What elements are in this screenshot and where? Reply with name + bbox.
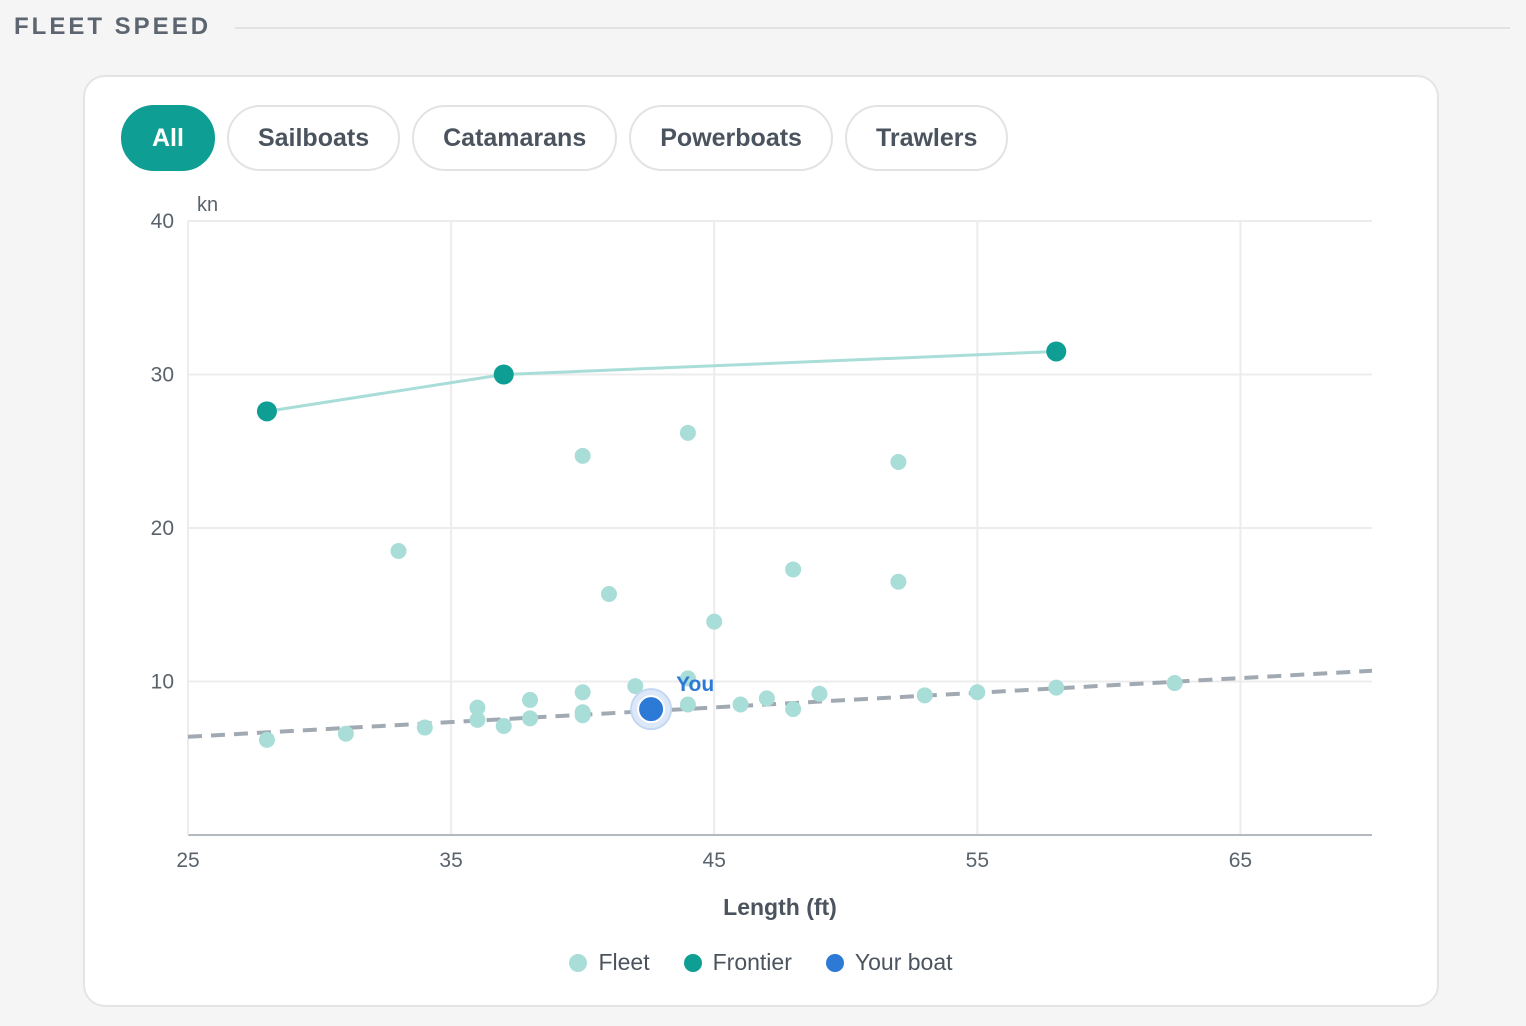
y-tick-label: 10 [151,671,174,694]
legend-item-frontier[interactable]: Frontier [683,949,792,976]
fleet-point [785,561,802,578]
x-axis-title: Length (ft) [723,894,837,920]
fleet-point [811,685,828,702]
legend-frontier-dot [683,953,702,972]
legend-frontier-label: Frontier [712,949,792,975]
legend-fleet-dot [569,953,588,972]
fleet-point [469,711,486,728]
fleet-point [522,710,539,727]
filter-trawlers[interactable]: Trawlers [844,105,1009,171]
frontier-point [1046,341,1067,362]
fleet-point [600,586,617,603]
fleet-point [679,424,696,441]
frontier-point [493,364,514,385]
legend-item-fleet[interactable]: Fleet [569,949,650,976]
frontier-point [256,401,277,422]
fleet-point [916,687,933,704]
fleet-point [627,678,644,695]
fleet-point [890,573,907,590]
fleet-point [969,684,986,701]
fleet-point [890,453,907,470]
x-tick-label: 65 [1229,849,1252,872]
fleet-point [337,725,354,742]
filter-catamarans[interactable]: Catamarans [412,105,618,171]
legend-your-boat-dot [825,953,844,972]
legend-your-boat-label: Your boat [854,949,953,975]
fleet-point [574,707,591,724]
your-boat-label: You [676,673,714,696]
filter-powerboats[interactable]: Powerboats [629,105,833,171]
fleet-point [785,701,802,718]
fleet-point [495,718,512,735]
fleet-point [758,690,775,707]
chart-legend: Fleet Frontier Your boat [85,949,1437,976]
fleet-point [679,696,696,713]
x-tick-label: 55 [966,849,989,872]
fleet-point [732,696,749,713]
fleet-point [522,691,539,708]
fleet-point [258,731,275,748]
fleet-point [390,543,407,560]
fleet-point [574,684,591,701]
x-tick-label: 45 [703,849,726,872]
section-divider [235,27,1510,29]
legend-item-your-boat[interactable]: Your boat [825,949,953,976]
fleet-point [679,670,696,687]
legend-fleet-label: Fleet [598,949,650,975]
fleet-point [469,699,486,716]
section-header: FLEET SPEED [14,10,1510,44]
fleet-point [1048,679,1065,696]
y-tick-label: 40 [151,210,174,233]
filter-all[interactable]: All [121,105,215,171]
filter-sailboats[interactable]: Sailboats [226,105,401,171]
trend-line [187,668,1373,739]
y-axis-unit-label: kn [197,194,218,216]
your-boat-point [637,695,666,724]
scatter-chart: 25 35 45 55 65 10 20 30 40 kn Length (ft) You [151,194,1373,920]
filter-pills: All Sailboats Catamarans Powerboats Traw… [121,105,1009,171]
x-tick-label: 25 [176,849,199,872]
fleet-point [574,447,591,464]
fleet-point [416,719,433,736]
y-tick-label: 20 [151,517,174,540]
section-title: FLEET SPEED [14,13,212,40]
y-tick-label: 30 [151,364,174,387]
fleet-speed-card: All Sailboats Catamarans Powerboats Traw… [83,75,1439,1007]
x-tick-label: 35 [439,849,462,872]
fleet-point [1166,675,1183,692]
fleet-point [706,613,723,630]
frontier-line [266,349,1057,413]
